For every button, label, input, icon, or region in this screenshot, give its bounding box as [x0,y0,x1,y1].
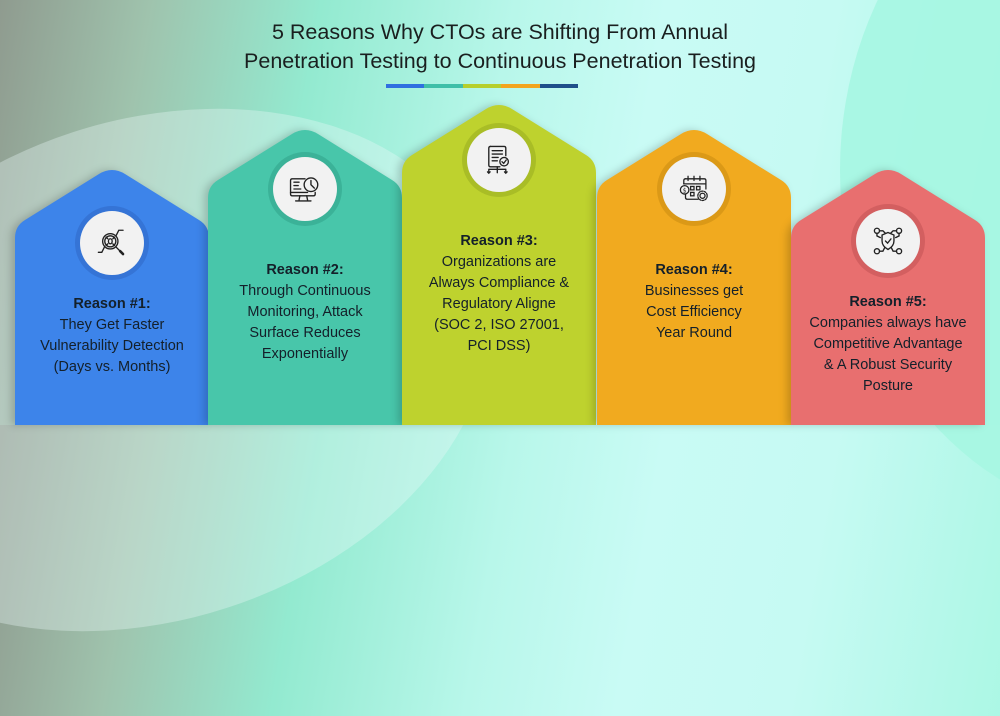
reason-card-3: Reason #3: Organizations are Always Comp… [402,103,596,425]
card-text: Reason #5: Companies always have Competi… [797,292,979,397]
svg-text:$: $ [683,187,687,194]
icon-ring [75,206,149,280]
shield-network-icon [873,227,903,255]
reason-line: Regulatory Aligne [442,296,556,312]
reason-line: PCI DSS) [467,338,531,354]
card-shape [208,130,402,425]
reason-line: Exponentially [261,346,349,362]
card-shape [402,105,596,425]
divider-segment-4 [501,84,540,88]
reason-line: Cost Efficiency [646,304,742,320]
card-text: Reason #2: Through Continuous Monitoring… [214,260,396,365]
reason-line: Always Compliance & [428,275,570,291]
reason-line: Surface Reduces [249,325,361,341]
reason-heading: Reason #1: [73,296,151,312]
icon-circle [467,128,531,192]
divider-segment-3 [462,84,502,88]
reason-line: Organizations are [441,254,557,270]
icon-ring [851,204,925,278]
reason-line: Posture [863,378,913,394]
icon-circle: $ [662,157,726,221]
reason-line: Vulnerability Detection [40,338,184,354]
divider-segment-5 [539,84,579,88]
icon-circle [80,211,144,275]
page-title: 5 Reasons Why CTOs are Shifting From Ann… [0,18,1000,76]
reason-card-5: Reason #5: Companies always have Competi… [791,168,985,425]
reason-card-1: Reason #1: They Get Faster Vulnerability… [15,168,209,425]
card-shape [597,130,791,425]
reason-line: Businesses get [644,283,744,299]
title-line-2: Penetration Testing to Continuous Penetr… [244,49,756,73]
reason-line: Monitoring, Attack [247,304,363,320]
icon-ring [462,123,536,197]
icon-circle [273,157,337,221]
reason-line: Through Continuous [239,283,371,299]
icon-ring [268,152,342,226]
reason-line: Companies always have [809,315,967,331]
reason-line: & A Robust Security [823,357,953,373]
reason-heading: Reason #3: [460,233,538,249]
card-text: Reason #3: Organizations are Always Comp… [408,231,590,357]
card-shape [791,170,985,425]
divider-segment-2 [424,84,463,88]
reason-line: Competitive Advantage [813,336,963,352]
reason-card-2: Reason #2: Through Continuous Monitoring… [208,128,402,425]
reason-line: (Days vs. Months) [53,359,171,375]
reason-line: They Get Faster [59,317,165,333]
reason-line: (SOC 2, ISO 27001, [434,317,564,333]
card-text: Reason #1: They Get Faster Vulnerability… [21,294,203,378]
reason-heading: Reason #5: [849,294,927,310]
bug-magnifier-icon [97,229,125,256]
card-text: Reason #4: Businesses get Cost Efficienc… [603,260,785,344]
monitor-clock-icon [289,177,319,202]
title-divider [386,84,579,88]
reason-heading: Reason #4: [655,262,733,278]
compliance-document-icon [486,145,510,175]
reason-line: Year Round [655,325,733,341]
icon-circle [856,209,920,273]
reason-heading: Reason #2: [266,262,344,278]
card-shape [15,170,209,425]
icon-ring: $ [657,152,731,226]
calendar-cost-icon: $ [679,175,708,202]
title-line-1: 5 Reasons Why CTOs are Shifting From Ann… [271,20,729,44]
reason-card-4: $ Reason #4: Businesses get Cost Efficie… [597,128,791,425]
divider-segment-1 [386,84,425,88]
